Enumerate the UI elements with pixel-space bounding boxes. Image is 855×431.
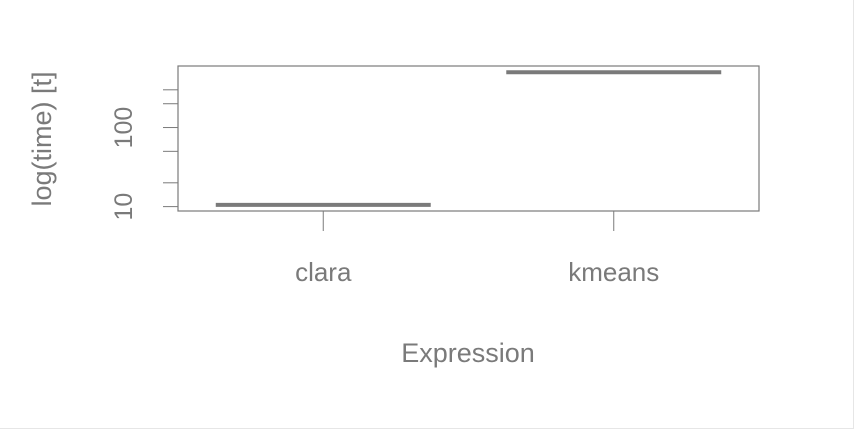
- y-tick-label: 100: [110, 107, 138, 149]
- x-tick-label: kmeans: [568, 257, 659, 287]
- x-axis: clara kmeans: [295, 211, 659, 287]
- y-axis: 10 100: [110, 89, 179, 221]
- y-axis-title: log(time) [t]: [27, 71, 57, 206]
- x-tick-label: clara: [295, 257, 352, 287]
- box-group: [215, 70, 722, 207]
- x-axis-title: Expression: [401, 338, 535, 368]
- plot-border: [177, 65, 760, 212]
- y-tick-label: 10: [110, 193, 138, 221]
